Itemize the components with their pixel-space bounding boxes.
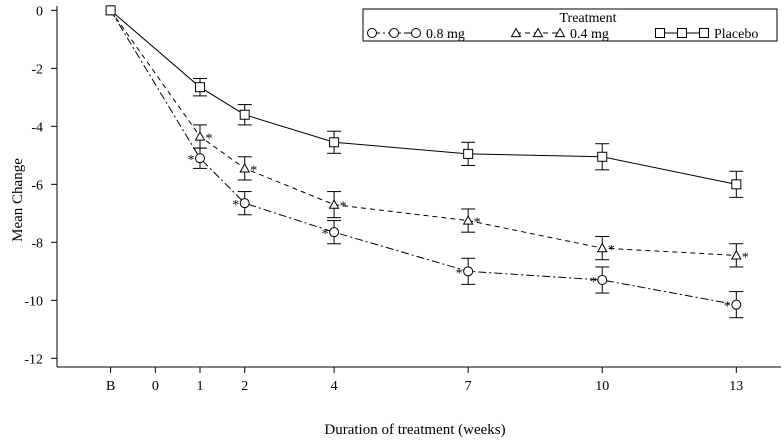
significance-star: * xyxy=(340,200,347,215)
significance-star: * xyxy=(250,163,257,178)
significance-star: * xyxy=(322,227,329,242)
significance-star: * xyxy=(742,250,749,265)
x-tick-label: B xyxy=(106,379,115,394)
significance-star: * xyxy=(474,216,481,231)
y-tick-label: -2 xyxy=(31,62,43,77)
legend-marker xyxy=(699,28,709,38)
data-point xyxy=(239,109,250,120)
significance-star: * xyxy=(724,300,731,315)
x-tick-label: 10 xyxy=(595,379,609,394)
x-axis-label: Duration of treatment (weeks) xyxy=(324,422,505,438)
y-tick-label: -8 xyxy=(31,236,43,251)
data-point xyxy=(597,151,608,162)
data-point xyxy=(596,242,608,253)
data-point xyxy=(105,5,116,16)
y-tick-label: 0 xyxy=(36,4,43,19)
legend-marker xyxy=(510,27,522,38)
y-tick-label: -12 xyxy=(24,352,43,367)
y-axis-label: Mean Change xyxy=(10,158,26,242)
data-point xyxy=(462,215,474,225)
series-triangle: * * * * * * xyxy=(105,4,749,268)
data-point xyxy=(730,249,742,260)
data-point xyxy=(239,198,250,209)
data-point xyxy=(329,227,340,238)
legend-label: Placebo xyxy=(714,27,758,42)
series-square xyxy=(105,5,744,198)
significance-star: * xyxy=(232,198,239,213)
significance-star: * xyxy=(590,275,597,290)
axes-layer: 0 -2 -4 -6 -8 -10 -12 B 0 1 2 4 7 10 13 xyxy=(24,4,781,394)
legend-entry: Placebo xyxy=(655,27,758,42)
legend-marker xyxy=(554,27,566,38)
significance-star: * xyxy=(206,131,213,146)
data-point xyxy=(195,82,206,93)
legend-entry: 0.4 mg xyxy=(510,27,609,42)
legend-entry: 0.8 mg xyxy=(367,27,465,42)
legend-label: 0.4 mg xyxy=(570,27,609,42)
data-point xyxy=(195,153,206,164)
legend-marker xyxy=(532,27,544,38)
legend-marker xyxy=(411,28,421,38)
data-point xyxy=(239,162,251,173)
x-tick-label: 2 xyxy=(241,379,248,394)
x-tick-label: 0 xyxy=(152,379,159,394)
x-tick-label: 13 xyxy=(729,379,743,394)
significance-star: * xyxy=(456,266,463,281)
series-layer: * * * * * * * * * * * * xyxy=(105,4,749,319)
y-tick-label: -4 xyxy=(31,120,43,135)
series-circle: * * * * * * xyxy=(105,5,744,319)
legend-title: Treatment xyxy=(559,11,616,26)
legend: Treatment 0.8 mg 0.4 mg Placebo xyxy=(362,8,778,42)
x-tick-label: 1 xyxy=(197,379,204,394)
y-tick-label: -10 xyxy=(24,294,43,309)
x-tick-label: 7 xyxy=(465,379,472,394)
legend-marker xyxy=(677,28,687,38)
legend-marker xyxy=(655,28,665,38)
data-point xyxy=(731,179,742,190)
data-point xyxy=(463,266,474,277)
y-tick-label: -6 xyxy=(31,178,43,193)
legend-marker xyxy=(389,28,399,38)
significance-star: * xyxy=(188,153,195,168)
legend-marker xyxy=(367,28,377,38)
data-point xyxy=(597,275,608,286)
series-line xyxy=(110,10,737,256)
legend-label: 0.8 mg xyxy=(426,27,465,42)
data-point xyxy=(329,137,340,148)
significance-star: * xyxy=(608,243,615,258)
data-point xyxy=(194,130,206,141)
data-point xyxy=(328,199,340,209)
x-tick-label: 4 xyxy=(331,379,338,394)
data-point xyxy=(731,299,742,310)
data-point xyxy=(463,148,474,159)
